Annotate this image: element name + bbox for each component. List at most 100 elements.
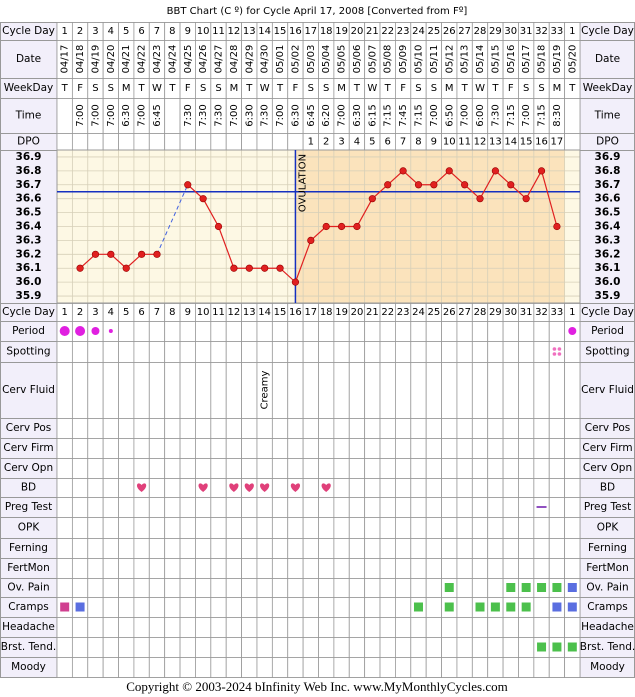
row-label: Ov. Pain (586, 582, 628, 594)
cell (364, 418, 381, 439)
weekday: W (367, 83, 377, 94)
weekday: S (200, 83, 206, 94)
cell (225, 657, 242, 678)
cell (133, 637, 150, 658)
time: 7:45 (398, 104, 409, 126)
y-tick-label: 36.6 (16, 193, 42, 205)
cell (425, 478, 442, 498)
date: 05/20 (567, 45, 578, 74)
cell (348, 497, 366, 518)
cycle-day: 12 (228, 307, 241, 318)
time: 7:00 (275, 104, 286, 126)
cell (302, 497, 319, 518)
y-tick-label: 36.8 (595, 165, 621, 177)
cell (502, 321, 519, 342)
date: 04/19 (90, 45, 101, 74)
cell (548, 497, 566, 518)
cycle-day: 13 (243, 26, 256, 37)
cell (548, 617, 566, 638)
cell (348, 362, 366, 419)
cell (333, 517, 350, 539)
cycle-day: 9 (185, 307, 191, 318)
cell (548, 341, 566, 363)
cell (364, 362, 381, 419)
cell (456, 637, 473, 658)
cell (395, 597, 412, 618)
cell (410, 438, 427, 459)
cell (87, 597, 104, 618)
cell (302, 657, 319, 678)
date: 05/11 (429, 45, 440, 74)
row-label: Spotting (6, 346, 50, 358)
cell (302, 617, 319, 638)
weekday: T (61, 83, 69, 94)
y-tick-label: 36.2 (595, 248, 621, 260)
cell (395, 538, 412, 559)
weekday: F (400, 83, 406, 94)
cycle-day: 27 (458, 307, 471, 318)
temp-point (353, 222, 361, 231)
cell (410, 321, 427, 342)
cell (395, 458, 412, 479)
cell (256, 617, 273, 638)
weekday: W (475, 83, 485, 94)
cycle-day: 15 (274, 26, 287, 37)
date: 05/05 (337, 45, 348, 74)
date: 04/17 (60, 45, 71, 74)
cell (333, 362, 350, 419)
cell (102, 497, 119, 518)
cell (518, 438, 535, 459)
cell (333, 341, 350, 363)
cell (179, 133, 196, 151)
period-dot (568, 327, 577, 335)
cell (210, 538, 227, 559)
cell (348, 517, 366, 539)
cell (241, 497, 258, 518)
cell (518, 617, 535, 638)
cell (395, 478, 412, 498)
row-label: Cerv Firm (3, 442, 53, 454)
label-cell (0, 150, 58, 304)
cell (379, 478, 396, 498)
cell (287, 538, 304, 559)
cell (425, 558, 442, 579)
cell (87, 617, 104, 638)
dpo: 10 (443, 137, 456, 148)
cell (410, 497, 427, 518)
cell (564, 133, 581, 151)
cell (56, 637, 73, 658)
cell (333, 578, 350, 598)
date: 05/09 (398, 45, 409, 74)
cell (302, 321, 319, 342)
cell (379, 657, 396, 678)
cell (102, 478, 119, 498)
cell (456, 438, 473, 459)
cell (256, 418, 273, 439)
cell (395, 617, 412, 638)
cell (56, 538, 73, 559)
cell (548, 438, 566, 459)
cell (410, 657, 427, 678)
cell (456, 341, 473, 363)
cell (256, 458, 273, 479)
cell (195, 458, 212, 479)
cycle-day: 25 (428, 307, 441, 318)
temp-point (368, 195, 376, 203)
row-label: Moody (11, 661, 46, 673)
row-label: Cycle Day (581, 25, 634, 37)
weekday: T (138, 83, 146, 94)
cell (179, 517, 196, 539)
cell (133, 657, 150, 678)
cell (133, 133, 150, 151)
cell (441, 617, 458, 638)
y-tick-label: 36.3 (16, 234, 42, 246)
cell (271, 497, 289, 518)
cell (395, 558, 412, 579)
label-cell (579, 362, 635, 419)
time: 6:30 (352, 104, 363, 126)
bd-heart (136, 483, 147, 492)
temp-point (307, 236, 315, 245)
label-cell (579, 150, 635, 304)
